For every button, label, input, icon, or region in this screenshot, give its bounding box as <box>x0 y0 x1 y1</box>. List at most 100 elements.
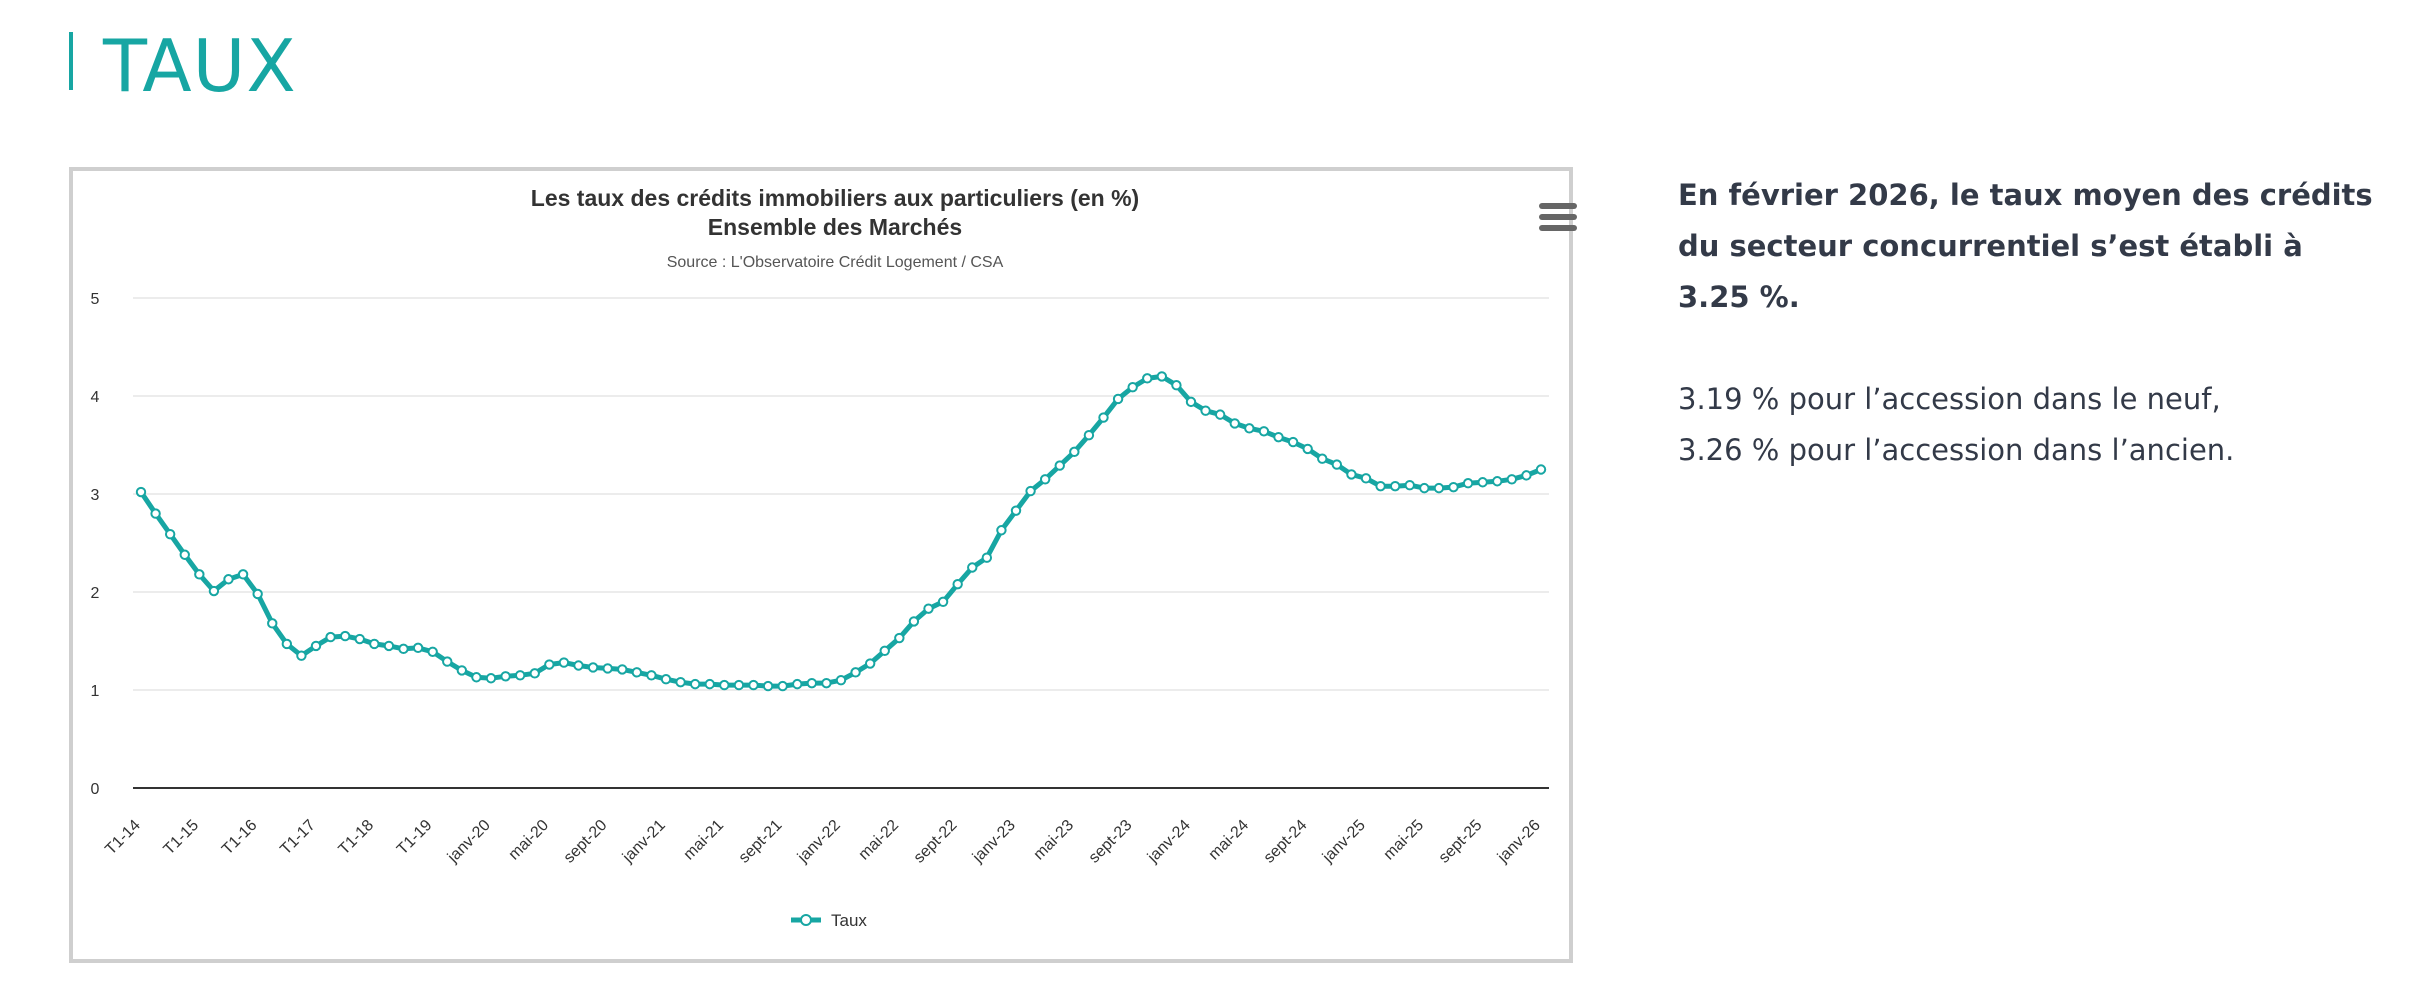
data-point[interactable] <box>1535 464 1547 475</box>
data-point[interactable] <box>267 618 278 629</box>
data-point[interactable] <box>1112 393 1124 405</box>
data-point[interactable] <box>339 630 351 642</box>
data-point[interactable] <box>412 642 424 654</box>
data-point[interactable] <box>310 640 322 652</box>
data-point[interactable] <box>1433 482 1445 494</box>
data-point[interactable] <box>296 650 307 661</box>
data-point[interactable] <box>1462 478 1474 489</box>
data-point[interactable] <box>1302 443 1313 455</box>
data-point[interactable] <box>1171 380 1182 391</box>
data-point[interactable] <box>1506 474 1518 485</box>
data-point[interactable] <box>1287 436 1299 448</box>
data-point[interactable] <box>1477 477 1488 488</box>
data-point[interactable] <box>354 633 365 645</box>
data-point[interactable] <box>514 670 526 681</box>
data-point[interactable] <box>1331 459 1343 470</box>
data-point[interactable] <box>529 668 540 679</box>
data-point[interactable] <box>471 672 482 683</box>
data-point[interactable] <box>952 578 963 590</box>
data-point[interactable] <box>967 562 978 573</box>
data-point[interactable] <box>558 657 570 668</box>
data-point[interactable] <box>1389 480 1401 492</box>
data-point[interactable] <box>1200 405 1211 416</box>
data-point[interactable] <box>689 678 701 690</box>
chart-menu-icon[interactable] <box>1539 203 1577 233</box>
chart-legend[interactable]: Taux <box>791 911 867 930</box>
data-point[interactable] <box>602 663 613 674</box>
data-point[interactable] <box>1185 396 1197 408</box>
data-point[interactable] <box>135 486 147 498</box>
data-point[interactable] <box>660 674 672 685</box>
data-point[interactable] <box>573 660 584 671</box>
data-point[interactable] <box>1521 470 1532 481</box>
data-point[interactable] <box>806 677 818 689</box>
data-point[interactable] <box>164 528 176 540</box>
data-point[interactable] <box>252 588 263 600</box>
data-point[interactable] <box>1317 453 1328 464</box>
data-point[interactable] <box>704 678 715 690</box>
data-point[interactable] <box>1127 381 1138 393</box>
data-point[interactable] <box>208 585 220 597</box>
data-point[interactable] <box>1025 485 1036 497</box>
data-point[interactable] <box>179 549 190 560</box>
data-point[interactable] <box>1039 474 1051 485</box>
data-point[interactable] <box>617 664 628 675</box>
data-point[interactable] <box>719 679 730 691</box>
data-point[interactable] <box>1258 426 1270 437</box>
data-point[interactable] <box>996 525 1007 536</box>
data-point[interactable] <box>237 569 249 580</box>
data-point[interactable] <box>1069 446 1080 458</box>
data-point[interactable] <box>1156 371 1168 382</box>
data-point[interactable] <box>1360 473 1372 484</box>
data-point[interactable] <box>821 677 832 689</box>
data-point[interactable] <box>1244 423 1255 434</box>
data-point[interactable] <box>223 574 234 585</box>
data-point[interactable] <box>631 667 643 678</box>
data-point[interactable] <box>1229 418 1240 429</box>
data-point[interactable] <box>544 659 555 670</box>
data-point[interactable] <box>733 679 745 691</box>
data-point[interactable] <box>1083 430 1095 441</box>
data-point[interactable] <box>1010 505 1022 516</box>
data-point[interactable] <box>500 671 511 682</box>
data-point[interactable] <box>150 508 161 519</box>
data-point[interactable] <box>281 638 293 650</box>
data-point[interactable] <box>646 670 657 681</box>
data-point[interactable] <box>1404 479 1415 491</box>
data-point[interactable] <box>1346 469 1357 480</box>
data-point[interactable] <box>937 596 949 607</box>
data-point[interactable] <box>398 643 409 655</box>
data-point[interactable] <box>923 603 934 614</box>
data-point[interactable] <box>835 675 847 686</box>
data-point[interactable] <box>427 646 438 657</box>
data-point[interactable] <box>1419 482 1430 494</box>
data-point[interactable] <box>879 645 890 656</box>
data-point[interactable] <box>456 665 468 676</box>
data-point[interactable] <box>792 678 803 690</box>
data-point[interactable] <box>325 631 336 643</box>
data-point[interactable] <box>1273 431 1284 443</box>
data-point[interactable] <box>762 680 774 692</box>
data-point[interactable] <box>485 673 497 684</box>
data-point[interactable] <box>383 640 395 652</box>
data-point[interactable] <box>908 616 920 627</box>
data-point[interactable] <box>894 632 905 644</box>
data-point[interactable] <box>1492 476 1503 487</box>
data-point[interactable] <box>850 667 861 678</box>
series-line-taux[interactable] <box>138 373 1544 689</box>
data-point[interactable] <box>1054 460 1065 471</box>
data-point[interactable] <box>442 656 453 667</box>
data-point[interactable] <box>369 638 380 650</box>
data-point[interactable] <box>1098 412 1109 423</box>
data-point[interactable] <box>777 680 788 692</box>
data-point[interactable] <box>1375 480 1386 492</box>
data-point[interactable] <box>864 658 876 669</box>
data-point[interactable] <box>1142 373 1153 384</box>
data-point[interactable] <box>194 569 205 580</box>
data-point[interactable] <box>587 662 599 673</box>
data-point[interactable] <box>1448 481 1459 493</box>
data-point[interactable] <box>748 679 759 691</box>
data-point[interactable] <box>1214 409 1226 420</box>
data-point[interactable] <box>981 552 993 563</box>
data-point[interactable] <box>675 676 686 688</box>
